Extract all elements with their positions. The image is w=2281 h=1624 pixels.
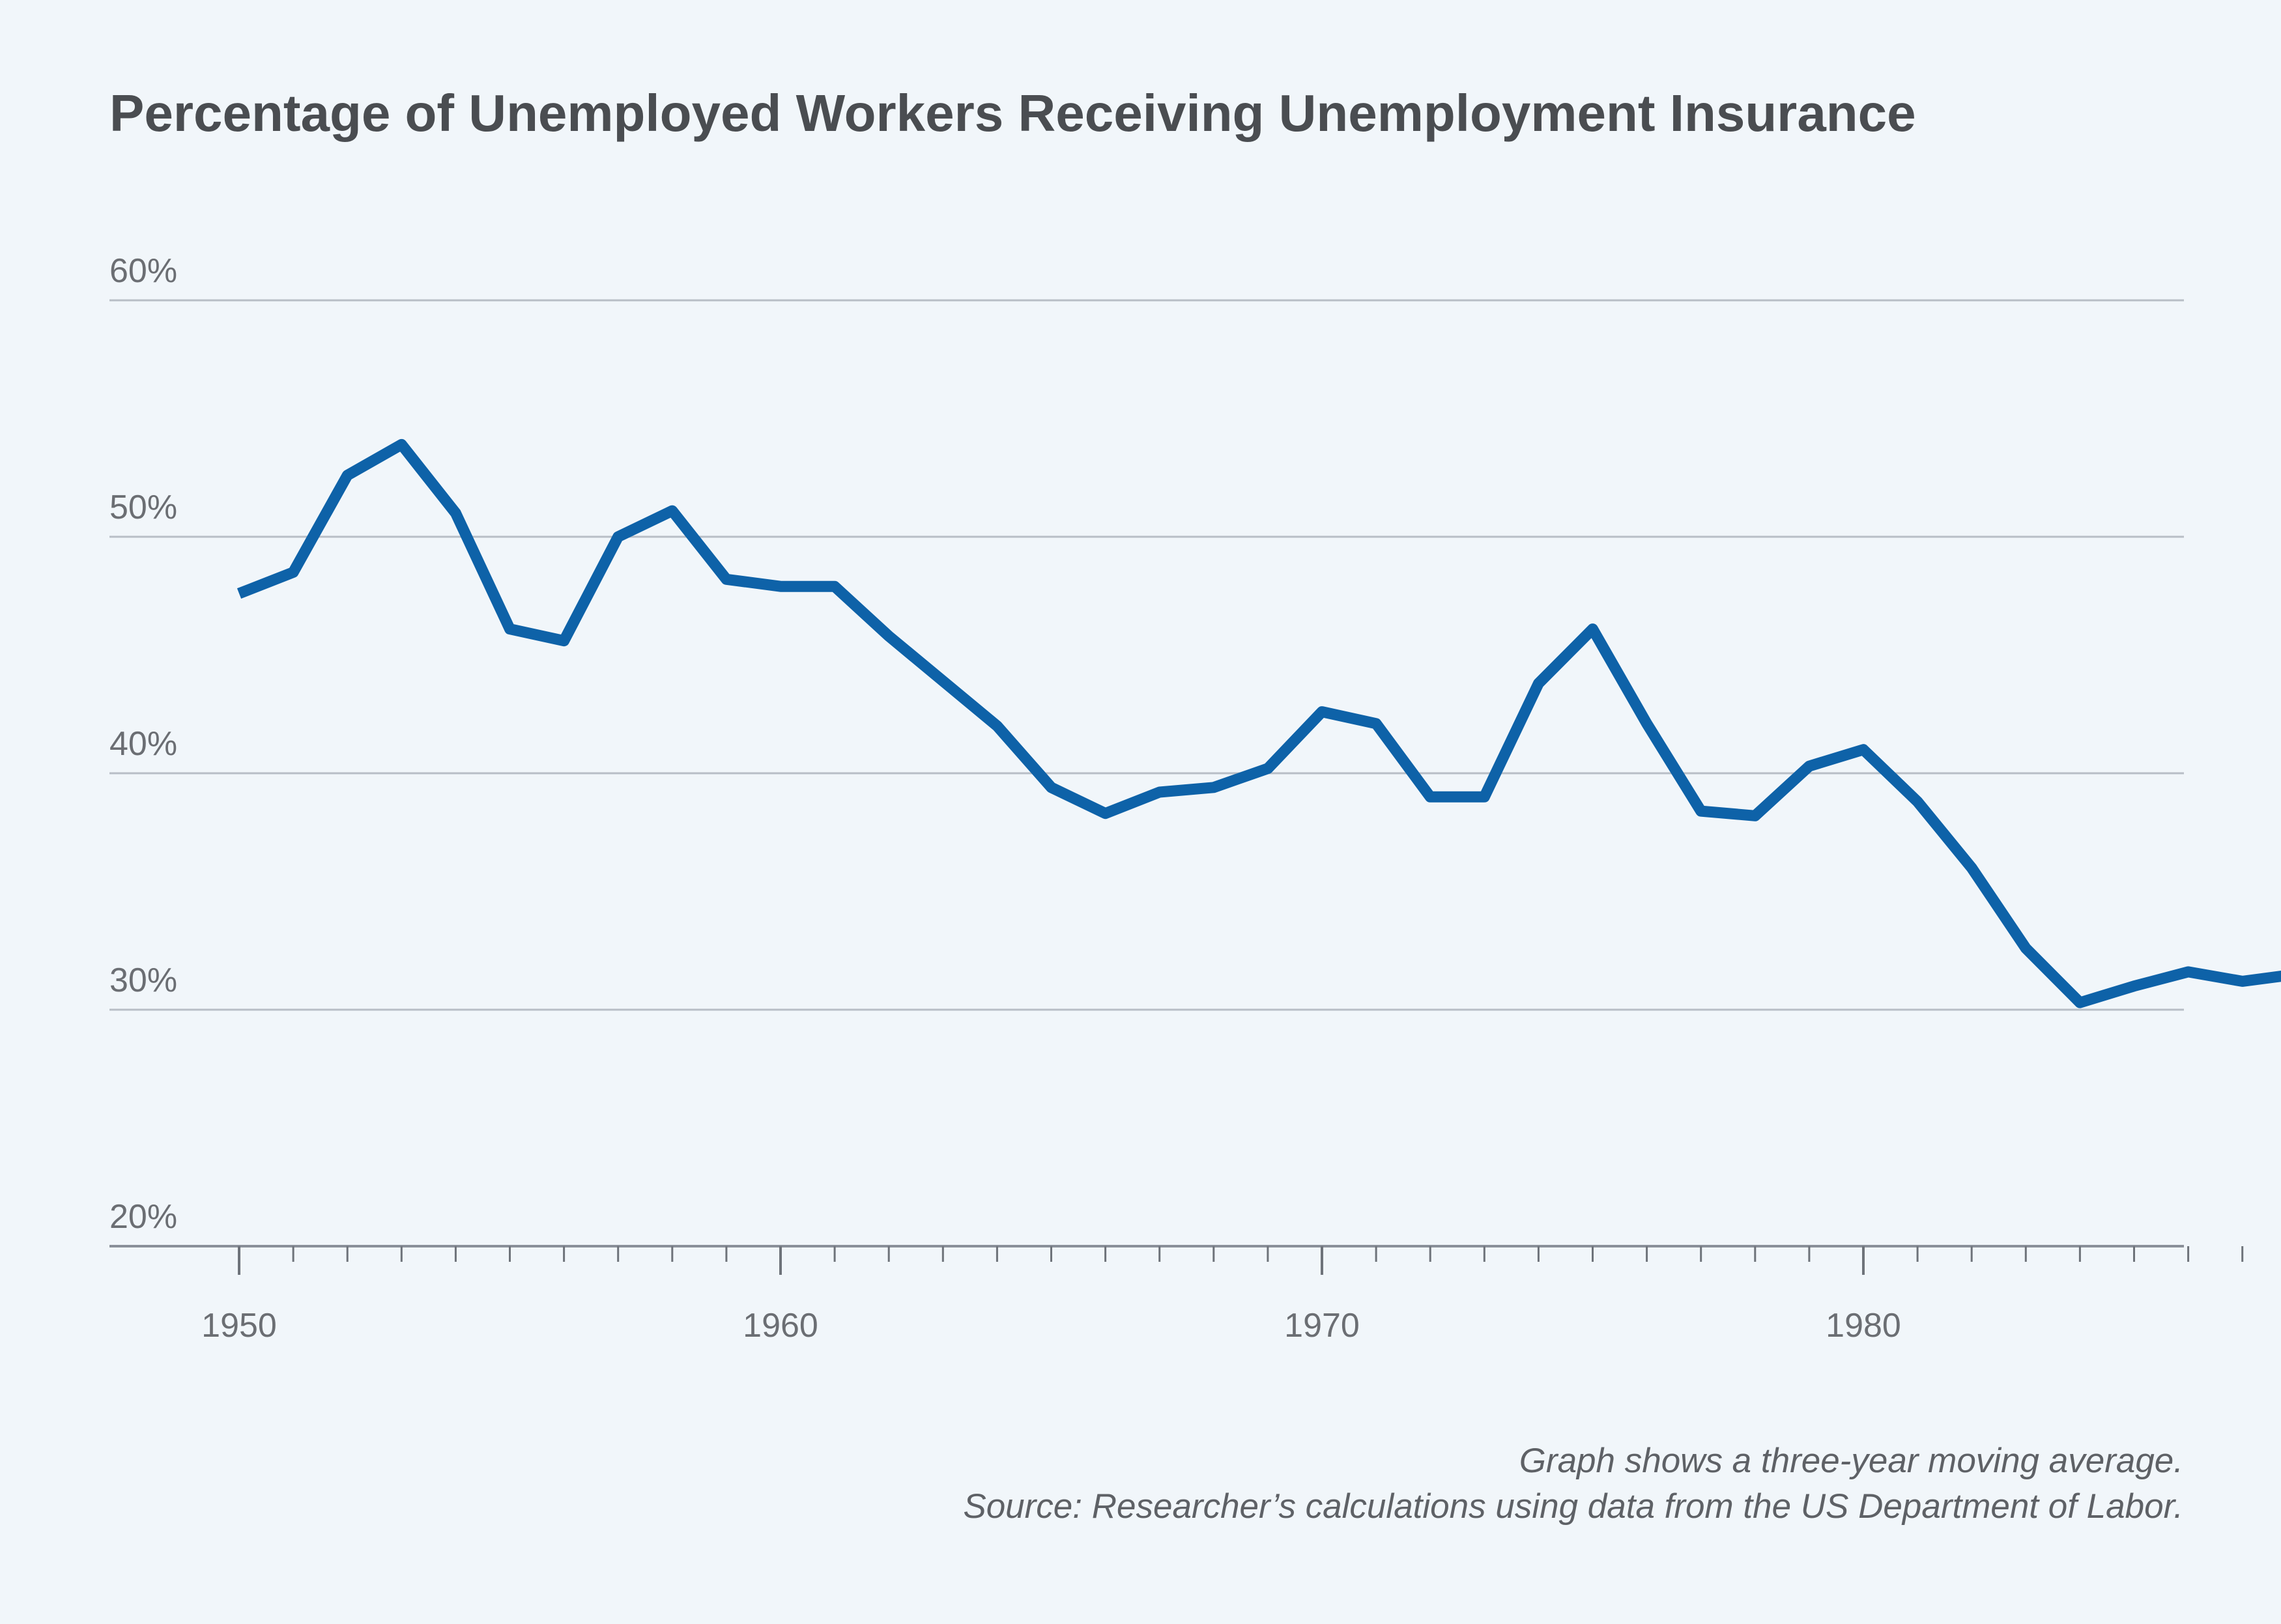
data-point (1538, 683, 1539, 684)
data-point (618, 536, 619, 537)
data-point (1646, 723, 1648, 724)
data-point (726, 578, 727, 580)
series-line (237, 438, 2281, 1008)
data-point (1592, 629, 1594, 630)
gridlines (109, 299, 2184, 1011)
y-tick-labels: 20% 30% 40% 50% 60% (109, 252, 177, 1236)
data-point (1321, 711, 1323, 713)
y-tick-label: 50% (109, 489, 177, 526)
x-tick-label: 1970 (1284, 1307, 1360, 1345)
data-point (347, 475, 348, 476)
chart-note: Graph shows a three-year moving average. (1519, 1442, 2183, 1480)
data-point (780, 586, 781, 587)
data-point (2134, 986, 2135, 987)
x-tick-label: 1960 (743, 1307, 818, 1345)
y-tick-label: 60% (109, 252, 177, 290)
data-point (888, 635, 889, 636)
y-tick-label: 40% (109, 725, 177, 763)
data-point (1917, 801, 1918, 803)
data-point (1484, 796, 1485, 797)
chart-source-note: Source: Researcher’s calculations using … (963, 1487, 2183, 1526)
y-tick-label: 20% (109, 1198, 177, 1236)
data-point (1700, 810, 1702, 812)
data-point (1105, 813, 1106, 814)
data-point (1429, 796, 1431, 797)
data-point (2025, 948, 2026, 949)
y-tick-label: 30% (109, 962, 177, 999)
data-point (1971, 867, 1972, 868)
x-tick-label: 1980 (1826, 1307, 1901, 1345)
data-point (1213, 787, 1214, 788)
data-point (1755, 815, 1756, 816)
data-point (2079, 1002, 2080, 1003)
data-point (455, 513, 456, 514)
data-point (1863, 749, 1864, 750)
data-point (1051, 787, 1052, 788)
data-point (1267, 768, 1269, 769)
x-tick-labels: 19501960197019801990200020102020 (201, 1307, 1901, 1345)
data-point (672, 510, 673, 511)
data-point (293, 571, 294, 573)
data-point (996, 725, 997, 726)
data-point (509, 629, 511, 630)
x-tick-label: 1950 (201, 1307, 277, 1345)
x-axis (109, 1245, 2244, 1275)
data-point (942, 680, 943, 681)
data-point (1809, 765, 1810, 767)
chart-title: Percentage of Unemployed Workers Receivi… (109, 84, 1916, 142)
data-point (1375, 723, 1377, 724)
data-point (834, 586, 835, 587)
data-point (1159, 791, 1160, 793)
data-point (238, 593, 240, 594)
series-layer (237, 438, 2281, 1008)
data-point (2242, 980, 2243, 982)
data-point (2188, 971, 2189, 973)
data-point (401, 444, 402, 445)
data-point (564, 640, 565, 642)
